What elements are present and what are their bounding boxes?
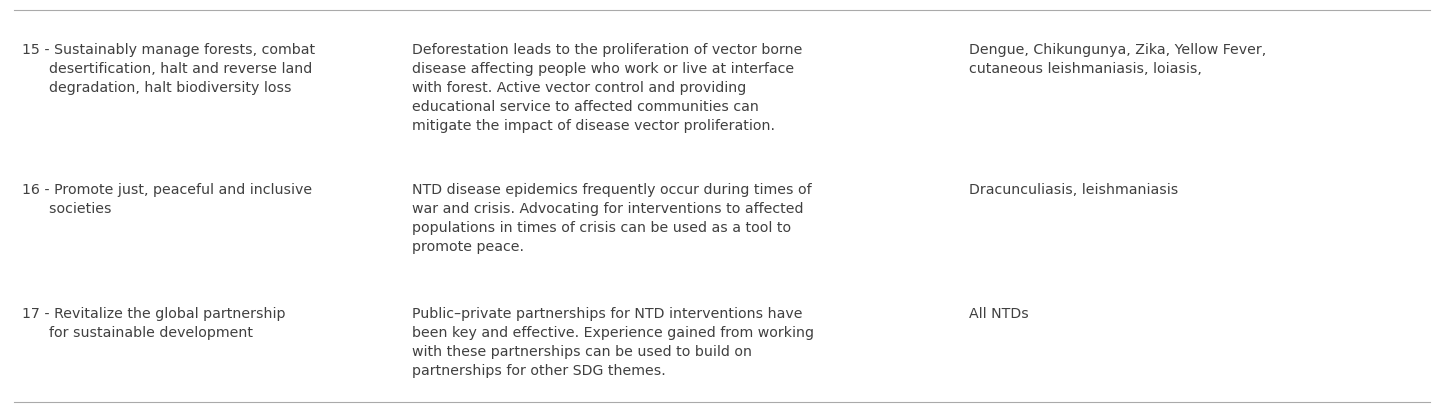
- Text: Dengue, Chikungunya, Zika, Yellow Fever,
cutaneous leishmaniasis, loiasis,: Dengue, Chikungunya, Zika, Yellow Fever,…: [969, 43, 1266, 76]
- Text: All NTDs: All NTDs: [969, 307, 1028, 321]
- Text: Public–private partnerships for NTD interventions have
been key and effective. E: Public–private partnerships for NTD inte…: [412, 307, 813, 378]
- Text: Dracunculiasis, leishmaniasis: Dracunculiasis, leishmaniasis: [969, 183, 1178, 197]
- Text: 16 - Promote just, peaceful and inclusive
      societies: 16 - Promote just, peaceful and inclusiv…: [23, 183, 312, 216]
- Text: 17 - Revitalize the global partnership
      for sustainable development: 17 - Revitalize the global partnership f…: [23, 307, 286, 340]
- Text: Deforestation leads to the proliferation of vector borne
disease affecting peopl: Deforestation leads to the proliferation…: [412, 43, 801, 133]
- Text: 15 - Sustainably manage forests, combat
      desertification, halt and reverse : 15 - Sustainably manage forests, combat …: [23, 43, 315, 95]
- Text: NTD disease epidemics frequently occur during times of
war and crisis. Advocatin: NTD disease epidemics frequently occur d…: [412, 183, 812, 254]
